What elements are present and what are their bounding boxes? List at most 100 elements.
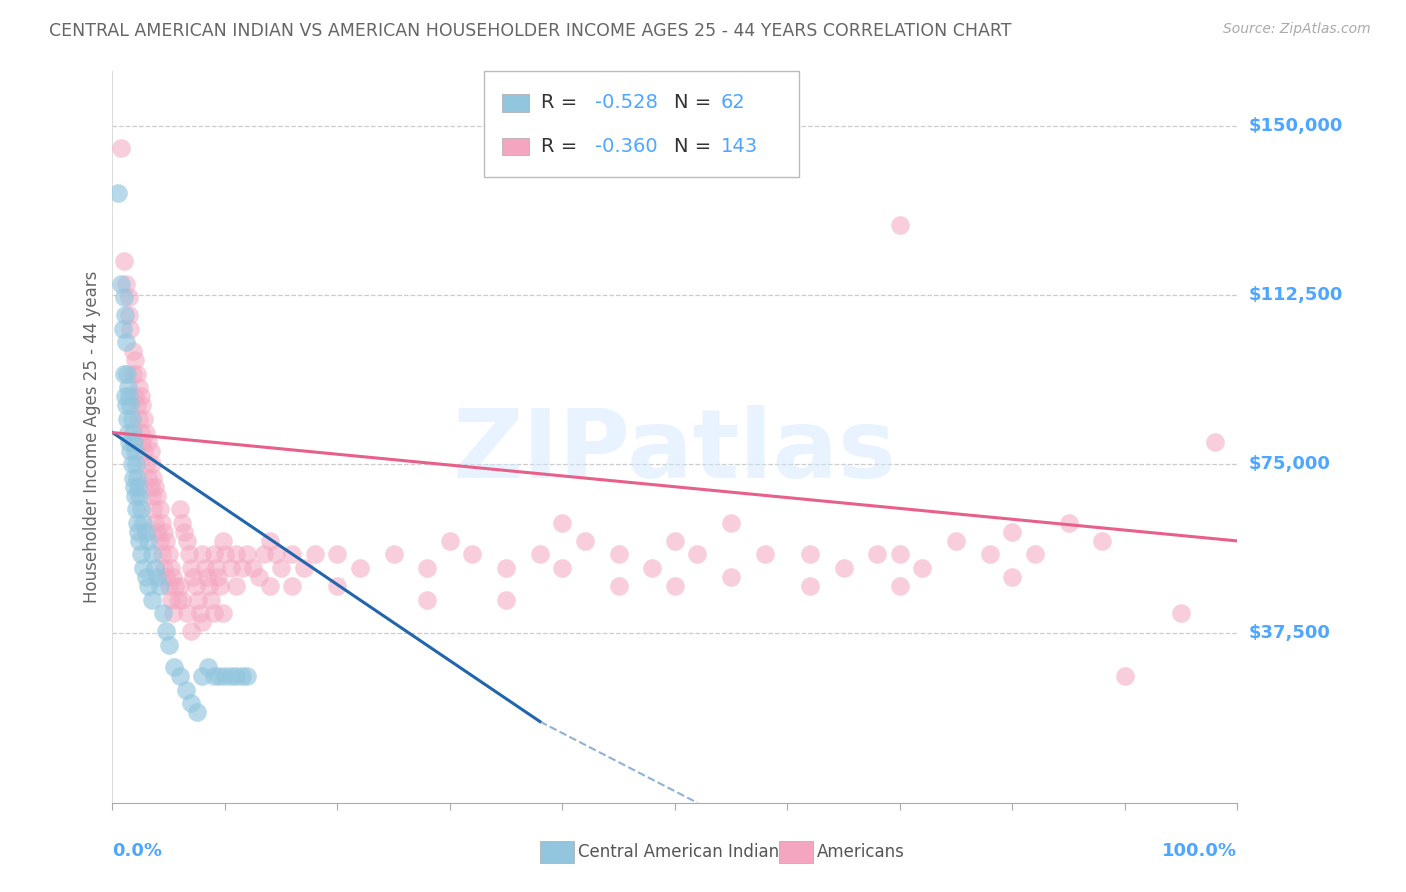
Point [149, 502, 172, 516]
Point [202, 606, 225, 620]
Point [127, 524, 149, 539]
Point [125, 457, 148, 471]
FancyBboxPatch shape [484, 71, 799, 178]
Point [124, 389, 146, 403]
Point [889, 548, 911, 562]
Point [129, 389, 152, 403]
Point [132, 561, 155, 575]
Point [129, 425, 152, 440]
Point [607, 548, 630, 562]
Point [209, 579, 232, 593]
Point [1001, 570, 1024, 584]
Point [157, 638, 180, 652]
Point [124, 489, 146, 503]
Point [200, 592, 222, 607]
Point [166, 592, 188, 607]
Point [292, 561, 315, 575]
Point [135, 570, 157, 584]
Point [146, 570, 169, 584]
Point [143, 480, 166, 494]
Point [945, 533, 967, 548]
Point [153, 524, 176, 539]
Point [551, 516, 574, 530]
Point [439, 533, 461, 548]
Point [121, 412, 143, 426]
Point [1091, 533, 1114, 548]
Point [127, 471, 149, 485]
Point [160, 561, 183, 575]
Point [259, 579, 281, 593]
Point [131, 434, 153, 449]
Point [111, 322, 134, 336]
Point [169, 579, 191, 593]
Point [173, 524, 195, 539]
Text: $150,000: $150,000 [1249, 117, 1343, 135]
Point [1114, 669, 1136, 683]
Point [799, 579, 821, 593]
Point [236, 669, 259, 683]
Point [162, 570, 184, 584]
Point [776, 128, 799, 142]
Point [169, 502, 191, 516]
Point [139, 443, 162, 458]
Point [326, 548, 349, 562]
Point [889, 579, 911, 593]
Point [149, 579, 172, 593]
Point [128, 380, 150, 394]
Point [461, 548, 484, 562]
Point [125, 502, 148, 516]
Point [186, 706, 208, 720]
Point [172, 516, 194, 530]
Point [120, 399, 142, 413]
Point [150, 548, 173, 562]
Point [231, 561, 253, 575]
Point [236, 548, 259, 562]
Point [979, 548, 1001, 562]
Point [118, 308, 141, 322]
Point [1204, 434, 1226, 449]
Point [231, 669, 253, 683]
Point [174, 682, 197, 697]
Point [416, 561, 439, 575]
Point [1024, 548, 1046, 562]
Point [259, 533, 281, 548]
Point [211, 533, 233, 548]
Point [135, 425, 157, 440]
Point [115, 367, 138, 381]
Point [114, 389, 136, 403]
Point [180, 624, 202, 639]
Point [720, 570, 742, 584]
Point [191, 548, 214, 562]
Point [197, 660, 219, 674]
Point [160, 592, 183, 607]
Point [114, 308, 136, 322]
Point [157, 548, 180, 562]
Point [112, 367, 135, 381]
Point [187, 592, 209, 607]
Point [1001, 524, 1024, 539]
Point [866, 548, 889, 562]
Point [132, 412, 155, 426]
Point [124, 443, 146, 458]
Point [152, 606, 174, 620]
Point [129, 548, 152, 562]
Point [281, 548, 304, 562]
Point [664, 579, 686, 593]
Point [207, 570, 229, 584]
Point [211, 606, 233, 620]
Point [264, 548, 287, 562]
Point [112, 254, 135, 268]
Point [146, 524, 169, 539]
Point [128, 533, 150, 548]
Text: N =: N = [673, 94, 717, 112]
Text: 62: 62 [721, 94, 745, 112]
Point [208, 669, 231, 683]
Point [242, 561, 264, 575]
Point [117, 380, 139, 394]
Text: R =: R = [541, 137, 583, 156]
Point [138, 533, 160, 548]
Point [118, 389, 141, 403]
Point [118, 434, 141, 449]
Y-axis label: Householder Income Ages 25 - 44 years: Householder Income Ages 25 - 44 years [83, 271, 101, 603]
Point [225, 579, 247, 593]
